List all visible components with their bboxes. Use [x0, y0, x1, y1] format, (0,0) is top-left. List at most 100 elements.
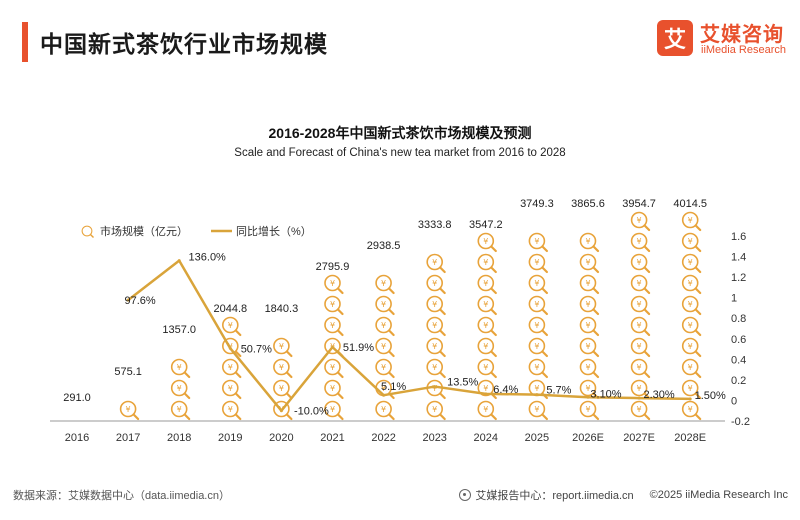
coin-magnifier-icon: ¥ — [273, 337, 293, 358]
report-center-icon — [459, 489, 472, 501]
coin-magnifier-icon: ¥ — [579, 400, 600, 421]
coin-magnifier-icon: ¥ — [477, 316, 497, 337]
coin-magnifier-icon: ¥ — [222, 400, 242, 421]
coin-magnifier-icon: ¥ — [630, 211, 651, 232]
growth-rate-label: 1.50% — [695, 390, 726, 402]
coin-magnifier-icon: ¥ — [170, 379, 191, 400]
svg-text:¥: ¥ — [432, 300, 437, 309]
svg-text:¥: ¥ — [688, 258, 693, 267]
svg-text:¥: ¥ — [534, 237, 539, 246]
bar-value-label: 1357.0 — [162, 324, 196, 336]
svg-text:¥: ¥ — [330, 384, 335, 393]
svg-text:¥: ¥ — [432, 342, 437, 351]
coin-magnifier-icon: ¥ — [375, 274, 395, 295]
coin-magnifier-icon: ¥ — [426, 295, 446, 316]
x-tick-label: 2019 — [218, 432, 242, 444]
svg-text:¥: ¥ — [585, 300, 590, 309]
coin-magnifier-icon: ¥ — [579, 379, 600, 400]
coin-magnifier-icon: ¥ — [324, 379, 344, 400]
svg-text:¥: ¥ — [585, 216, 590, 225]
coin-magnifier-icon: ¥ — [426, 337, 446, 358]
svg-text:¥: ¥ — [534, 300, 539, 309]
growth-rate-point — [126, 298, 130, 302]
growth-rate-point — [433, 385, 437, 389]
growth-rate-line — [127, 259, 691, 412]
growth-rate-point — [586, 395, 590, 399]
bar-value-label: 3865.6 — [571, 198, 605, 210]
svg-text:¥: ¥ — [432, 258, 437, 267]
coin-magnifier-icon: ¥ — [426, 316, 446, 337]
svg-text:¥: ¥ — [637, 216, 642, 225]
svg-text:¥: ¥ — [534, 405, 539, 414]
svg-text:¥: ¥ — [534, 342, 539, 351]
svg-text:¥: ¥ — [688, 237, 693, 246]
coin-magnifier-icon: ¥ — [630, 379, 651, 400]
bar-value-label: 3333.8 — [418, 219, 452, 231]
svg-text:¥: ¥ — [637, 258, 642, 267]
coin-magnifier-icon: ¥ — [630, 253, 651, 274]
svg-text:¥: ¥ — [534, 258, 539, 267]
svg-text:¥: ¥ — [534, 363, 539, 372]
coin-magnifier-icon: ¥ — [273, 379, 293, 400]
coin-magnifier-icon: ¥ — [426, 379, 446, 400]
coin-magnifier-icon: ¥ — [222, 379, 242, 400]
growth-rate-point — [382, 393, 386, 397]
coin-magnifier-icon: ¥ — [581, 213, 599, 231]
x-tick-label: 2021 — [320, 432, 344, 444]
coin-magnifier-icon: ¥ — [274, 318, 292, 336]
growth-rate-point — [688, 397, 692, 401]
svg-text:¥: ¥ — [279, 321, 284, 330]
legend-label-growth-rate: 同比增长（%） — [236, 224, 312, 238]
coin-magnifier-icon: ¥ — [375, 337, 395, 358]
growth-rate-point — [228, 346, 232, 350]
coin-magnifier-icon: ¥ — [630, 232, 651, 253]
svg-text:¥: ¥ — [381, 342, 386, 351]
coin-magnifier-icon: ¥ — [681, 253, 702, 274]
coin-magnifier-icon: ¥ — [528, 358, 549, 379]
svg-text:¥: ¥ — [585, 279, 590, 288]
coin-magnifier-icon: ¥ — [324, 400, 344, 421]
coin-magnifier-icon: ¥ — [579, 274, 600, 295]
coin-magnifier-icon: ¥ — [681, 232, 702, 253]
svg-text:¥: ¥ — [688, 384, 693, 393]
x-tick-label: 2023 — [422, 432, 446, 444]
svg-text:¥: ¥ — [483, 405, 488, 414]
svg-text:¥: ¥ — [483, 279, 488, 288]
svg-text:¥: ¥ — [483, 384, 488, 393]
x-tick-label: 2022 — [371, 432, 395, 444]
svg-text:¥: ¥ — [585, 321, 590, 330]
growth-rate-label: 13.5% — [447, 377, 478, 389]
coin-magnifier-icon: ¥ — [681, 358, 702, 379]
y-right-tick-label: 0.8 — [731, 313, 746, 325]
coin-magnifier-icon: ¥ — [376, 255, 394, 273]
coin-magnifier-icon: ¥ — [681, 274, 702, 295]
brand-name-en: iiMedia Research — [701, 44, 786, 56]
svg-text:¥: ¥ — [534, 321, 539, 330]
coin-magnifier-icon: ¥ — [630, 274, 651, 295]
coin-magnifier-icon: ¥ — [426, 400, 446, 421]
coin-magnifier-icon: ¥ — [426, 358, 446, 379]
svg-text:¥: ¥ — [483, 237, 488, 246]
coin-magnifier-icon: ¥ — [630, 316, 651, 337]
svg-text:¥: ¥ — [585, 363, 590, 372]
bar-value-label: 3547.2 — [469, 219, 503, 231]
x-tick-label: 2026E — [572, 432, 604, 444]
coin-magnifier-icon: ¥ — [324, 274, 344, 295]
x-tick-label: 2025 — [525, 432, 549, 444]
y-right-tick-label: 1.4 — [731, 252, 746, 264]
coin-magnifier-icon: ¥ — [579, 337, 600, 358]
coin-magnifier-icon: ¥ — [681, 400, 702, 421]
svg-text:¥: ¥ — [432, 384, 437, 393]
page-title: 中国新式茶饮行业市场规模 — [40, 31, 328, 57]
svg-text:¥: ¥ — [381, 363, 386, 372]
growth-rate-label: 5.1% — [381, 381, 406, 393]
svg-text:¥: ¥ — [177, 363, 182, 372]
coin-magnifier-icon: ¥ — [529, 213, 547, 231]
growth-rate-point — [279, 409, 283, 413]
svg-text:¥: ¥ — [483, 258, 488, 267]
coin-magnifier-icon: ¥ — [579, 232, 600, 253]
svg-text:¥: ¥ — [381, 300, 386, 309]
report-center-link[interactable]: 艾媒报告中心：report.iimedia.cn — [475, 490, 634, 502]
coin-magnifier-icon: ¥ — [477, 274, 497, 295]
copyright: ©2025 iiMedia Research Inc — [649, 489, 788, 501]
